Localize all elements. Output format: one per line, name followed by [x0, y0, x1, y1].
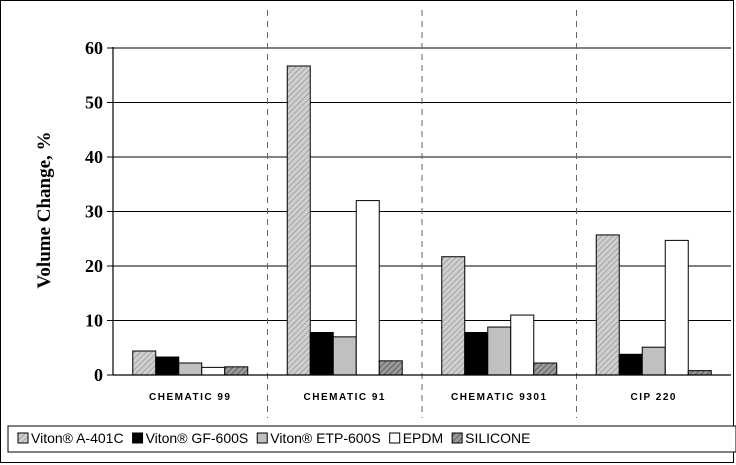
gridlines — [107, 47, 731, 376]
bar — [510, 314, 535, 376]
y-tick-label: 60 — [85, 38, 103, 58]
legend-swatch — [389, 432, 401, 444]
bar — [687, 370, 712, 376]
y-tick-label: 10 — [85, 311, 103, 331]
y-tick-label: 20 — [85, 256, 103, 276]
legend-swatch — [451, 432, 463, 444]
legend-label: SILICONE — [465, 430, 530, 446]
y-tick-label: 50 — [85, 93, 103, 113]
legend-label: Viton® A-401C — [31, 430, 124, 446]
legend-label: Viton® ETP-600S — [270, 430, 380, 446]
legend-swatch — [132, 432, 144, 444]
bar — [332, 336, 357, 376]
bar — [201, 366, 226, 376]
bar — [355, 200, 380, 376]
y-tick-label: 30 — [85, 202, 103, 222]
category-labels: CHEMATIC 99 CHEMATIC 91 CHEMATIC 9301 CIP 2… — [149, 392, 677, 403]
bar — [464, 331, 489, 376]
bars — [132, 65, 712, 376]
legend-label: EPDM — [403, 430, 443, 446]
y-tick-labels: 0 10 20 30 40 50 60 — [85, 38, 103, 385]
legend: Viton® A-401C Viton® GF-600S Viton® ETP-60… — [17, 430, 531, 446]
bar — [487, 326, 512, 376]
category-separators — [267, 10, 577, 418]
bar — [641, 346, 666, 376]
y-axis-label: Volume Change, % — [34, 131, 55, 288]
category-label: CIP 220 — [631, 392, 677, 403]
bar — [224, 366, 249, 376]
bar — [132, 350, 157, 376]
category-label: CHEMATIC 99 — [149, 392, 231, 403]
category-label: CHEMATIC 91 — [304, 392, 386, 403]
axes — [112, 47, 731, 376]
legend-swatch — [256, 432, 268, 444]
y-tick-label: 0 — [94, 365, 103, 385]
legend-swatch — [17, 432, 29, 444]
y-tick-label: 40 — [85, 147, 103, 167]
category-label: CHEMATIC 9301 — [451, 392, 548, 403]
bar — [178, 362, 203, 376]
legend-label: Viton® GF-600S — [146, 430, 249, 446]
bar — [441, 256, 466, 376]
bar — [595, 234, 620, 376]
bar — [664, 239, 689, 376]
bar — [378, 360, 403, 376]
bar — [618, 353, 643, 376]
bar — [533, 362, 558, 376]
bar — [309, 331, 334, 376]
bar — [286, 65, 311, 376]
bar — [155, 356, 180, 376]
legend-box — [7, 425, 736, 453]
